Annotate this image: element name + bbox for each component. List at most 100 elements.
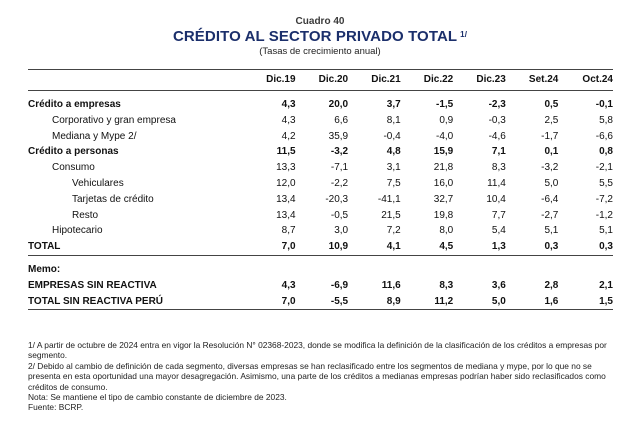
total-row: TOTAL 7,0 10,9 4,1 4,5 1,3 0,3 0,3 [28,239,613,256]
table-cell: 1,6 [505,293,559,311]
table-cell: 8,1 [386,114,401,126]
table-cell: 5,5 [599,177,613,189]
table-cell: -2,3 [488,99,506,110]
row-label: Hipotecario [52,225,103,237]
table-cell: -6,6 [595,130,613,142]
row-label: Corporativo y gran empresa [52,114,176,126]
table-cell: -6,4 [541,193,559,205]
footnote: Nota: Se mantiene el tipo de cambio cons… [28,392,287,403]
table-cell: 4,1 [348,239,401,256]
table-row: Vehiculares 12,0 -2,2 7,5 16,0 11,4 5,0 … [28,176,613,192]
table-cell: -7,2 [595,193,613,205]
table-row: Crédito a personas 11,5 -3,2 4,8 15,9 7,… [28,144,613,160]
table-cell: -1,5 [436,99,454,110]
table-cell: 3,7 [386,99,401,110]
table-cell: 4,2 [281,130,296,142]
table-cell: 13,4 [276,209,296,221]
table-cell: -41,1 [377,193,401,205]
table-cell: 7,5 [386,177,401,189]
table-cell: 15,9 [433,146,454,158]
table-header: Cuadro 40 CRÉDITO AL SECTOR PRIVADO TOTA… [0,16,640,58]
table-cell: 13,4 [276,193,296,205]
column-header: Dic.23 [453,70,506,91]
table-cell: 2,5 [544,114,559,126]
table-cell: 11,6 [381,279,401,291]
row-label: Crédito a empresas [28,99,121,110]
table-cell: -2,1 [595,162,613,174]
table-row: Consumo 13,3 -7,1 3,1 21,8 8,3 -3,2 -2,1 [28,160,613,176]
column-header: Set.24 [505,70,559,91]
table-cell: 35,9 [328,130,349,142]
table-cell: 1,5 [558,293,613,311]
table-row: Hipotecario 8,7 3,0 7,2 8,0 5,4 5,1 5,1 [28,223,613,239]
table-cell: 16,0 [433,177,454,189]
title-footnote-ref: 1/ [460,30,468,39]
table-cell: -0,4 [383,130,401,142]
table-cell: 7,0 [243,293,296,311]
table-row: EMPRESAS SIN REACTIVA 4,3 -6,9 11,6 8,3 … [28,278,613,294]
table-cell: -3,2 [541,162,559,174]
table-cell: 1,3 [453,239,506,256]
table-cell: 11,4 [487,177,506,189]
table-cell: 2,1 [599,279,613,291]
table-cell: 11,2 [400,293,454,311]
table-cell: 3,0 [334,225,349,237]
table-cell: -6,9 [330,279,349,291]
table-cell: 0,5 [544,99,559,110]
footnote: 1/ A partir de octubre de 2024 entra en … [28,340,607,361]
table-row: Mediana y Mype 2/ 4,2 35,9 -0,4 -4,0 -4,… [28,129,613,145]
table-cell: 5,0 [453,293,506,311]
table-cell: 11,5 [276,146,296,158]
table-subtitle: (Tasas de crecimiento anual) [259,46,381,57]
table-cell: 10,9 [295,239,349,256]
table-row: Crédito a empresas 4,3 20,0 3,7 -1,5 -2,… [28,97,613,113]
table-cell: 4,3 [281,99,296,110]
row-label: Resto [72,209,99,221]
table-row: Corporativo y gran empresa 4,3 6,6 8,1 0… [28,113,613,129]
table-cell: 4,5 [400,239,454,256]
table-cell: 0,8 [599,146,613,158]
table-cell: 12,0 [276,177,296,189]
table-cell: 8,9 [348,293,401,311]
memo-header-row: Memo: [28,262,613,278]
table-cell: 19,8 [433,209,454,221]
table-cell: -0,5 [330,209,349,221]
table-cell: 0,9 [439,114,454,126]
row-label: Vehiculares [72,177,124,189]
table-cell: 21,5 [381,209,401,221]
table-cell: 0,3 [505,239,559,256]
credit-growth-table: Dic.19 Dic.20 Dic.21 Dic.22 Dic.23 Set.2… [28,69,613,311]
table-cell: 20,0 [328,99,349,110]
table-cell: 3,1 [386,162,401,174]
row-label: Mediana y Mype 2/ [52,130,137,142]
table-cell: 5,1 [599,225,613,237]
table-cell: 5,8 [599,114,613,126]
table-number: Cuadro 40 [295,16,345,27]
table-cell: 5,1 [544,225,559,237]
table-cell: -1,7 [541,130,559,142]
table-cell: 2,8 [544,279,559,291]
row-label: TOTAL SIN REACTIVA PERÚ [28,293,243,311]
row-label: TOTAL [28,239,243,256]
column-header: Dic.21 [348,70,401,91]
column-header-label [28,70,243,91]
table-cell: 6,6 [334,114,349,126]
table-title-text: CRÉDITO AL SECTOR PRIVADO TOTAL [172,28,458,45]
table-cell: -1,2 [595,209,613,221]
row-label: Crédito a personas [28,146,119,158]
row-label: EMPRESAS SIN REACTIVA [28,279,157,291]
table-cell: 4,3 [281,114,296,126]
table-cell: -0,3 [488,114,506,126]
column-header: Dic.20 [295,70,349,91]
table-cell: -0,1 [595,99,613,110]
table-cell: -4,0 [436,130,454,142]
table-cell: 10,4 [486,193,506,205]
table-cell: 0,3 [558,239,613,256]
footnotes: 1/ A partir de octubre de 2024 entra en … [28,340,612,413]
table-cell: -4,6 [488,130,506,142]
table-cell: -20,3 [325,193,349,205]
table-cell: -2,7 [541,209,559,221]
table-cell: 0,1 [544,146,559,158]
table-row: Resto 13,4 -0,5 21,5 19,8 7,7 -2,7 -1,2 [28,208,613,224]
table-cell: 13,3 [276,162,296,174]
